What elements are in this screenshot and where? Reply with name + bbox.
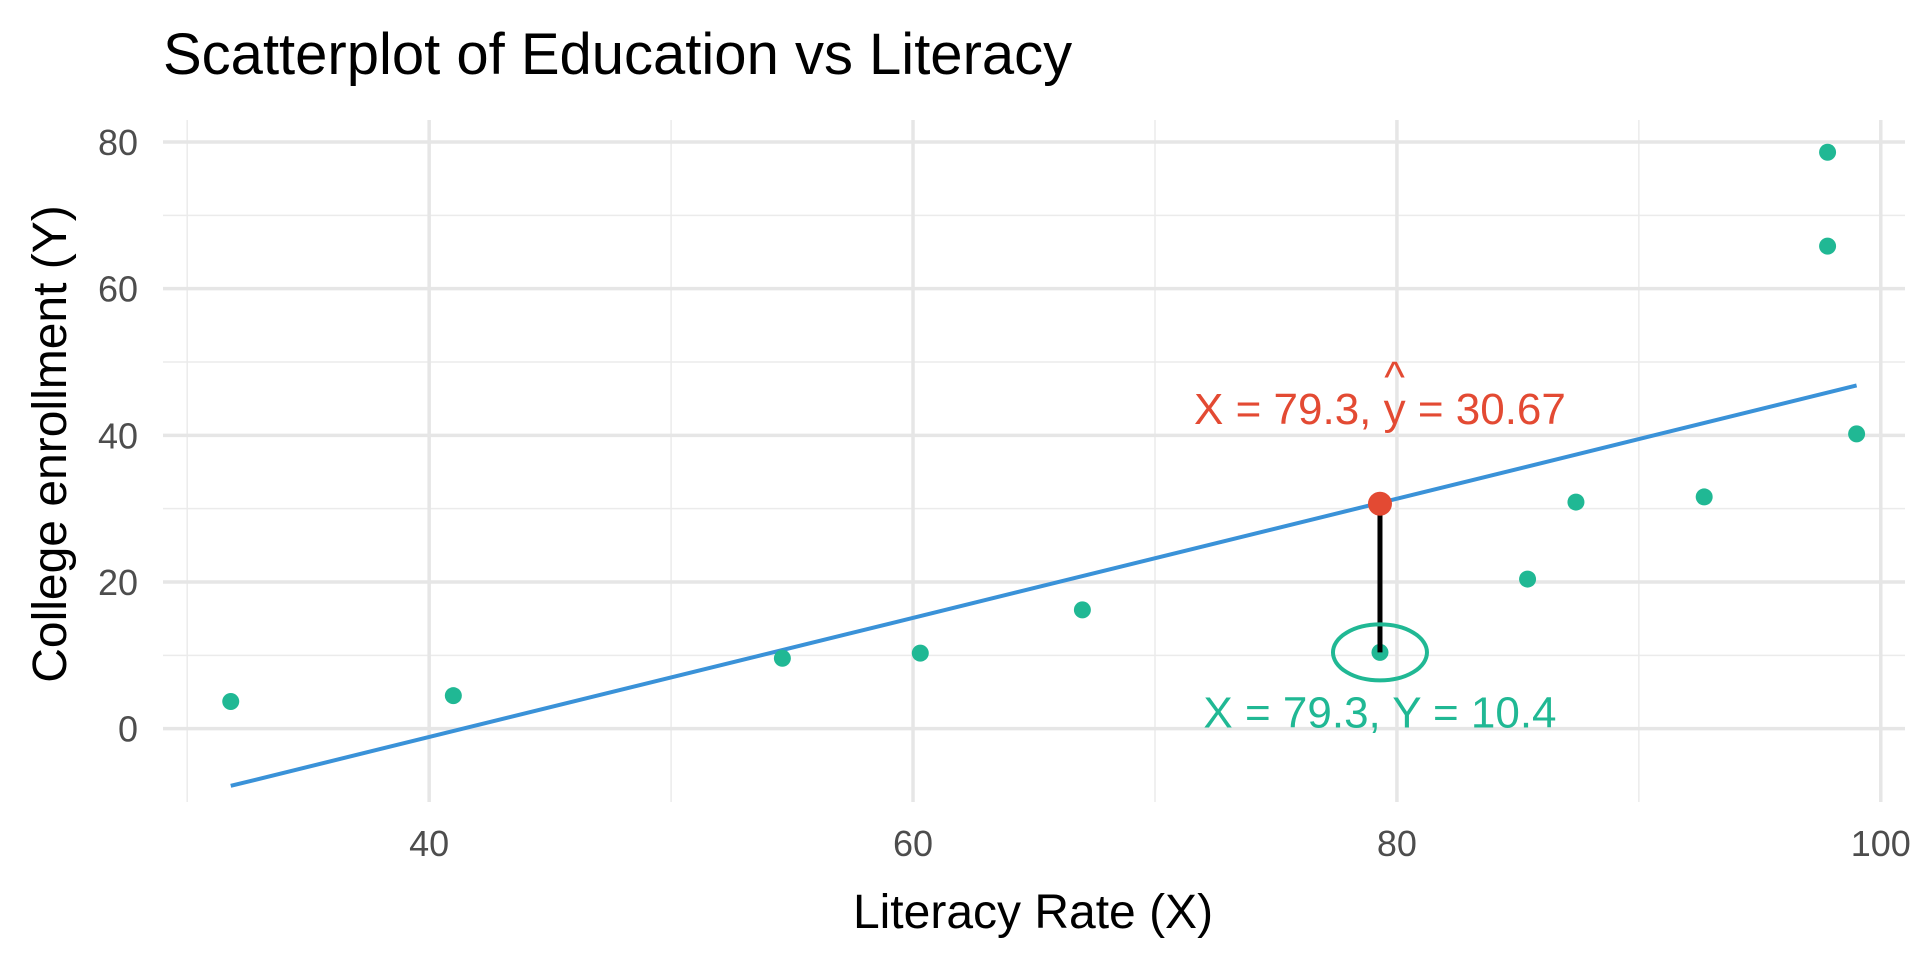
chart-title: Scatterplot of Education vs Literacy: [163, 22, 1072, 87]
data-point: [911, 644, 929, 662]
data-point: [1519, 570, 1537, 588]
x-tick-label: 40: [409, 823, 449, 864]
y-tick-label: 80: [98, 122, 138, 163]
y-axis-label: College enrollment (Y): [24, 205, 77, 683]
regression-line: [230, 383, 1858, 788]
y-tick-label: 40: [98, 415, 138, 456]
predicted-label: X = 79.3, y = 30.67: [1194, 385, 1566, 434]
actual-label: X = 79.3, Y = 10.4: [1203, 688, 1556, 737]
y-tick-label: 0: [118, 709, 138, 750]
x-tick-label: 80: [1377, 823, 1417, 864]
y-tick-label: 20: [98, 562, 138, 603]
data-point: [1695, 488, 1713, 506]
regression-line-layer: [230, 383, 1858, 788]
annotations-layer: X = 79.3, y = 30.67 X = 79.3, Y = 10.4 ^: [1194, 353, 1566, 738]
grid: [163, 120, 1905, 802]
x-axis-label: Literacy Rate (X): [853, 886, 1213, 939]
tick-labels: 40 60 80 100 0 20 40 60 80: [98, 122, 1911, 864]
data-point: [222, 693, 240, 711]
actual-point-circle: [1330, 622, 1429, 683]
y-tick-label: 60: [98, 269, 138, 310]
data-point: [1819, 143, 1837, 161]
predicted-label-prefix: X = 79.3,: [1194, 385, 1384, 434]
data-point: [444, 687, 462, 705]
data-point: [773, 649, 791, 667]
predicted-label-value: = 30.67: [1406, 385, 1566, 434]
predicted-label-hat: ^: [1384, 353, 1405, 402]
x-tick-label: 100: [1851, 823, 1911, 864]
data-point: [1073, 601, 1091, 619]
predicted-label-yhat: y: [1384, 385, 1406, 434]
data-point: [1819, 237, 1837, 255]
x-tick-label: 60: [893, 823, 933, 864]
data-point: [1567, 493, 1585, 511]
predicted-point: [1367, 491, 1392, 516]
points-layer: [222, 143, 1866, 711]
data-point: [1848, 425, 1866, 443]
